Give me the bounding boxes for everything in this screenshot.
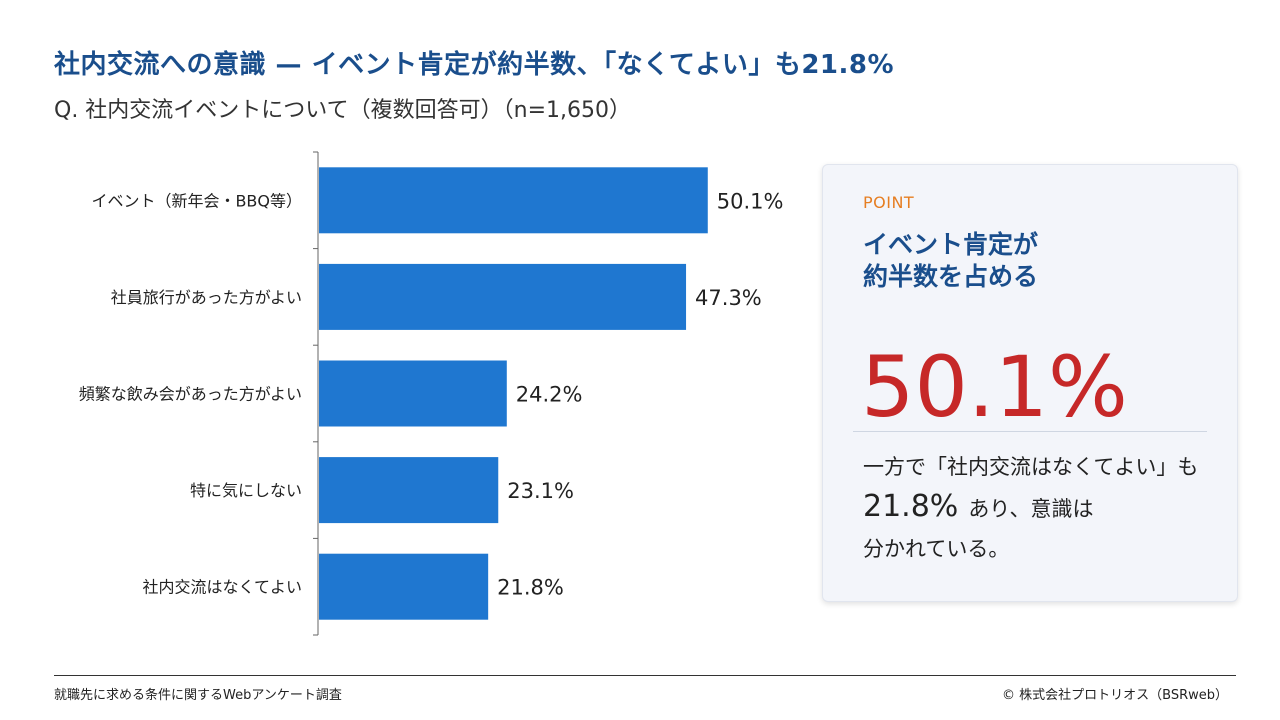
category-label: 社員旅行があった方がよい (111, 288, 302, 307)
point-body-number: 21.8% (863, 489, 959, 524)
category-label: 頻繁な飲み会があった方がよい (79, 385, 302, 404)
question-subtitle: Q. 社内交流イベントについて（複数回答可）（n=1,650） (54, 98, 632, 123)
bar (319, 167, 708, 234)
bar (319, 457, 499, 524)
point-heading-line1: イベント肯定が (863, 230, 1039, 259)
category-label: イベント（新年会・BBQ等） (91, 191, 302, 210)
bar (319, 263, 687, 330)
point-big-value: 50.1% (861, 338, 1128, 436)
point-body-line1: 一方で「社内交流はなくてよい」も (863, 455, 1199, 479)
page-title: 社内交流への意識 — イベント肯定が約半数、「なくてよい」も21.8% (54, 50, 895, 80)
data-label: 47.3% (695, 286, 762, 310)
point-card: POINT イベント肯定が 約半数を占める 50.1% 一方で「社内交流はなくて… (822, 164, 1238, 602)
footer-divider (54, 675, 1236, 676)
bar (319, 360, 507, 427)
point-heading: イベント肯定が 約半数を占める (863, 229, 1203, 293)
bar-chart: イベント（新年会・BBQ等） 50.1% 社員旅行があった方がよい 47.3% 頻繁な飲… (79, 151, 784, 636)
point-label: POINT (863, 193, 915, 212)
point-divider (853, 431, 1207, 432)
category-label: 社内交流はなくてよい (142, 578, 302, 597)
data-label: 23.1% (507, 479, 574, 503)
data-label: 21.8% (497, 576, 564, 600)
footer-source: 就職先に求める条件に関するWebアンケート調査 (54, 688, 342, 703)
data-label: 50.1% (717, 189, 784, 213)
point-body-line3: 分かれている。 (863, 537, 1010, 561)
point-heading-line2: 約半数を占める (863, 262, 1039, 291)
category-label: 特に気にしない (190, 481, 302, 500)
footer-copyright: © 株式会社プロトリオス（BSRweb） (1002, 688, 1228, 703)
point-body-line2-text: あり、意識は (968, 497, 1094, 521)
point-body: 一方で「社内交流はなくてよい」も 21.8% あり、意識は 分かれている。 (863, 447, 1223, 569)
data-label: 24.2% (516, 383, 583, 407)
point-body-line2: 21.8% あり、意識は (863, 487, 1223, 529)
bar (319, 553, 489, 620)
